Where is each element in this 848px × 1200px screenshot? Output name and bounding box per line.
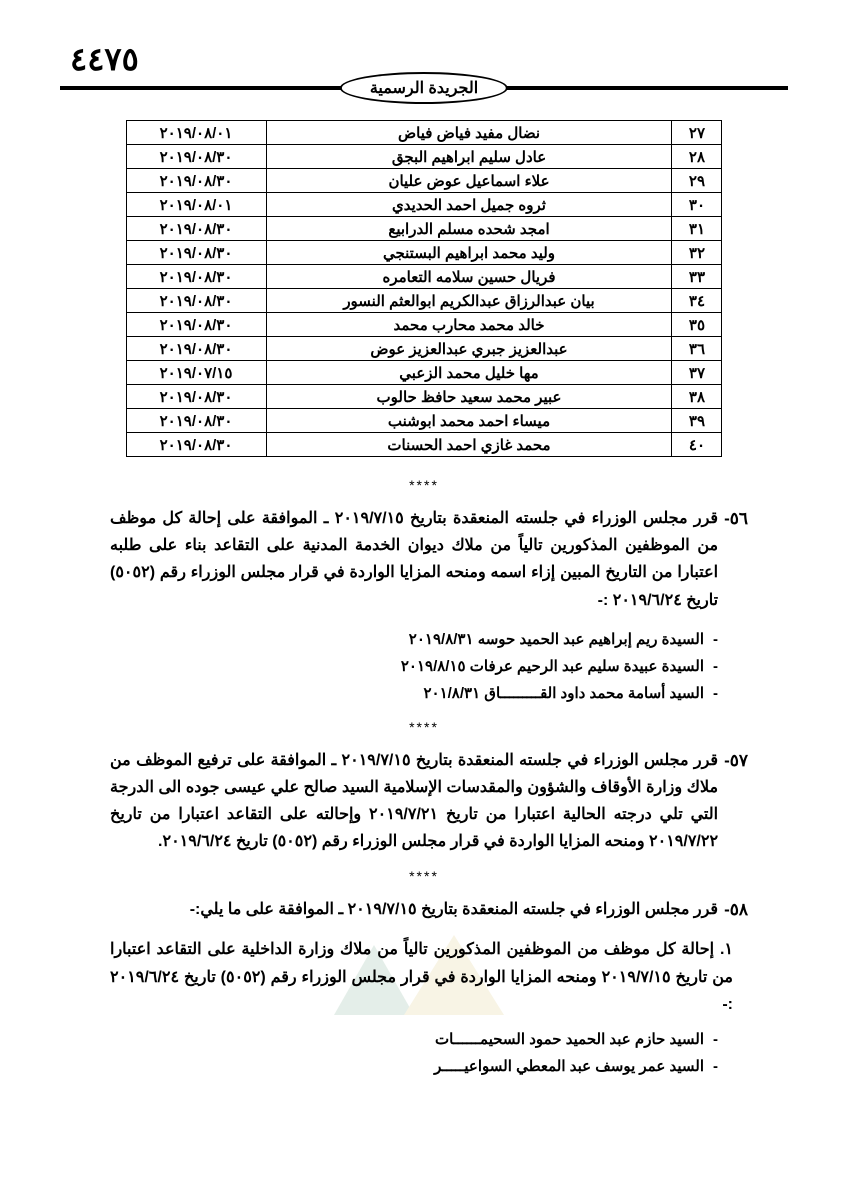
row-name: عبير محمد سعيد حافظ حالوب [266,385,672,409]
decree-58: ٥٨- قرر مجلس الوزراء في جلسته المنعقدة ب… [110,896,748,925]
table-row: ٢٨عادل سليم ابراهيم البجق٢٠١٩/٠٨/٣٠ [126,145,722,169]
decree-text: قرر مجلس الوزراء في جلسته المنعقدة بتاري… [110,505,718,614]
row-date: ٢٠١٩/٠٨/٣٠ [126,313,266,337]
employees-table: ٢٧نضال مفيد فياض فياض٢٠١٩/٠٨/٠١٢٨عادل سل… [126,120,723,457]
row-date: ٢٠١٩/٠٨/٣٠ [126,385,266,409]
row-number: ٤٠ [672,433,722,457]
table-row: ٣٠ثروه جميل احمد الحديدي٢٠١٩/٠٨/٠١ [126,193,722,217]
table-row: ٣٨عبير محمد سعيد حافظ حالوب٢٠١٩/٠٨/٣٠ [126,385,722,409]
row-date: ٢٠١٩/٠٨/٣٠ [126,265,266,289]
row-name: عادل سليم ابراهيم البجق [266,145,672,169]
table-row: ٣٣فريال حسين سلامه التعامره٢٠١٩/٠٨/٣٠ [126,265,722,289]
separator: **** [60,868,788,884]
row-number: ٣٥ [672,313,722,337]
row-number: ٣٧ [672,361,722,385]
row-number: ٢٩ [672,169,722,193]
decree-text: قرر مجلس الوزراء في جلسته المنعقدة بتاري… [110,747,718,856]
table-row: ٣٢وليد محمد ابراهيم البستنجي٢٠١٩/٠٨/٣٠ [126,241,722,265]
row-date: ٢٠١٩/٠٨/٠١ [126,193,266,217]
list-item: السيد عمر يوسف عبد المعطي السواعيـــــر [110,1053,718,1080]
row-name: خالد محمد محارب محمد [266,313,672,337]
row-date: ٢٠١٩/٠٨/٣٠ [126,169,266,193]
row-name: فريال حسين سلامه التعامره [266,265,672,289]
list-item: السيدة عبيدة سليم عبد الرحيم عرفات ٢٠١٩/… [110,653,718,680]
table-row: ٣٥خالد محمد محارب محمد٢٠١٩/٠٨/٣٠ [126,313,722,337]
row-name: وليد محمد ابراهيم البستنجي [266,241,672,265]
row-name: علاء اسماعيل عوض عليان [266,169,672,193]
table-row: ٣١امجد شحده مسلم الدرابيع٢٠١٩/٠٨/٣٠ [126,217,722,241]
row-number: ٢٧ [672,121,722,145]
list-item: السيدة ريم إبراهيم عبد الحميد حوسه ٢٠١٩/… [110,626,718,653]
row-date: ٢٠١٩/٠٨/٣٠ [126,409,266,433]
row-name: مها خليل محمد الزعبي [266,361,672,385]
row-name: عبدالعزيز جبري عبدالعزيز عوض [266,337,672,361]
row-name: ثروه جميل احمد الحديدي [266,193,672,217]
row-date: ٢٠١٩/٠٧/١٥ [126,361,266,385]
table-row: ٣٧مها خليل محمد الزعبي٢٠١٩/٠٧/١٥ [126,361,722,385]
decree-56: ٥٦- قرر مجلس الوزراء في جلسته المنعقدة ب… [110,505,748,614]
table-row: ٢٧نضال مفيد فياض فياض٢٠١٩/٠٨/٠١ [126,121,722,145]
row-date: ٢٠١٩/٠٨/٣٠ [126,217,266,241]
list-item: السيد حازم عبد الحميد حمود السحيمــــــا… [110,1026,718,1053]
separator: **** [60,477,788,493]
row-date: ٢٠١٩/٠٨/٣٠ [126,241,266,265]
row-name: نضال مفيد فياض فياض [266,121,672,145]
row-number: ٣٤ [672,289,722,313]
table-row: ٣٦عبدالعزيز جبري عبدالعزيز عوض٢٠١٩/٠٨/٣٠ [126,337,722,361]
list-item: السيد أسامة محمد داود القـــــــــاق ٢٠١… [110,680,718,707]
decree-58-names: السيد حازم عبد الحميد حمود السحيمــــــا… [110,1026,718,1080]
decree-number: ٥٧- [724,747,748,776]
row-date: ٢٠١٩/٠٨/٣٠ [126,433,266,457]
row-number: ٣٦ [672,337,722,361]
publication-title: الجريدة الرسمية [340,72,508,104]
row-name: ميساء احمد محمد ابوشنب [266,409,672,433]
row-number: ٣١ [672,217,722,241]
decree-number: ٥٨- [724,896,748,925]
row-name: محمد غازي احمد الحسنات [266,433,672,457]
row-date: ٢٠١٩/٠٨/٣٠ [126,145,266,169]
decree-56-names: السيدة ريم إبراهيم عبد الحميد حوسه ٢٠١٩/… [110,626,718,707]
decree-number: ٥٦- [724,505,748,534]
row-date: ٢٠١٩/٠٨/٠١ [126,121,266,145]
row-number: ٢٨ [672,145,722,169]
row-date: ٢٠١٩/٠٨/٣٠ [126,337,266,361]
decree-57: ٥٧- قرر مجلس الوزراء في جلسته المنعقدة ب… [110,747,748,856]
separator: **** [60,719,788,735]
row-date: ٢٠١٩/٠٨/٣٠ [126,289,266,313]
header-rule: الجريدة الرسمية [60,86,788,90]
row-number: ٣٢ [672,241,722,265]
table-row: ٢٩علاء اسماعيل عوض عليان٢٠١٩/٠٨/٣٠ [126,169,722,193]
decree-58-sub1: ١. إحالة كل موظف من الموظفين المذكورين ت… [110,936,733,1018]
decree-text: قرر مجلس الوزراء في جلسته المنعقدة بتاري… [110,896,718,923]
table-row: ٣٩ميساء احمد محمد ابوشنب٢٠١٩/٠٨/٣٠ [126,409,722,433]
row-number: ٣٩ [672,409,722,433]
table-row: ٣٤بيان عبدالرزاق عبدالكريم ابوالعثم النس… [126,289,722,313]
row-number: ٣٠ [672,193,722,217]
row-name: بيان عبدالرزاق عبدالكريم ابوالعثم النسور [266,289,672,313]
table-row: ٤٠محمد غازي احمد الحسنات٢٠١٩/٠٨/٣٠ [126,433,722,457]
row-number: ٣٨ [672,385,722,409]
row-name: امجد شحده مسلم الدرابيع [266,217,672,241]
row-number: ٣٣ [672,265,722,289]
